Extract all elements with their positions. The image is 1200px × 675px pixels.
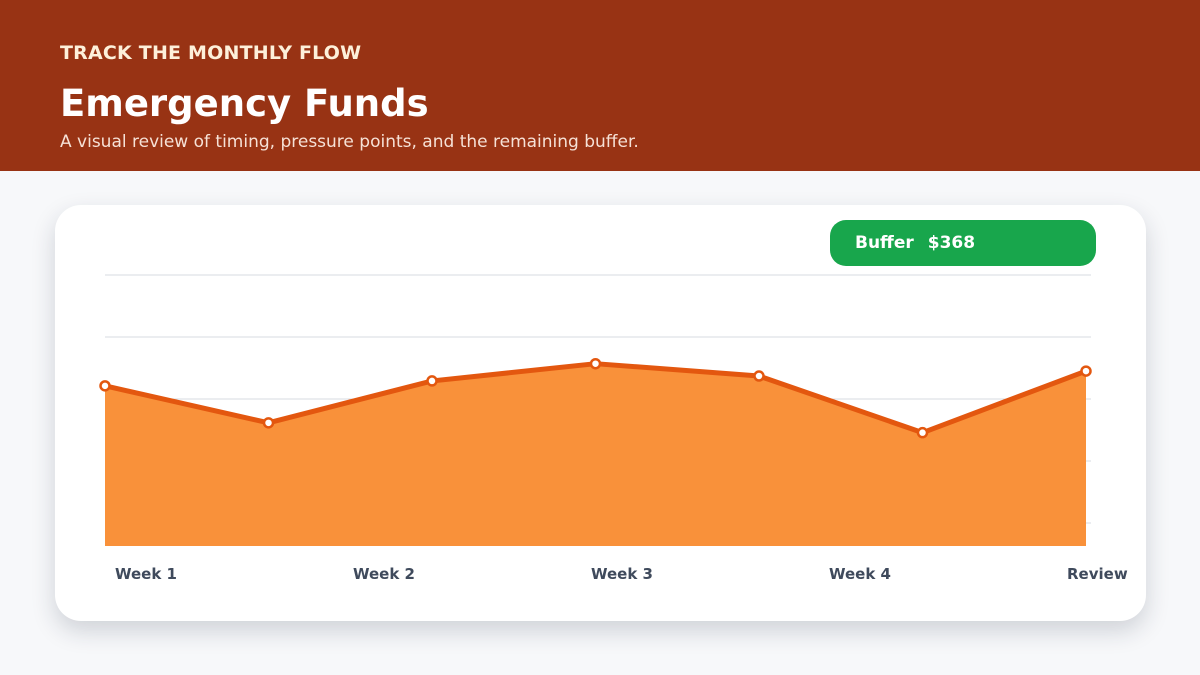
x-tick-label: Week 1 — [115, 565, 177, 583]
buffer-badge: Buffer $368 — [830, 220, 1096, 266]
data-point — [753, 370, 765, 382]
data-point — [589, 357, 602, 370]
area-fill — [105, 363, 1086, 546]
data-point — [1080, 365, 1092, 377]
buffer-value: $368 — [927, 233, 976, 253]
x-tick-label: Review — [1067, 565, 1128, 583]
data-point — [426, 375, 438, 387]
data-point — [916, 426, 929, 439]
header-banner: TRACK THE MONTHLY FLOW Emergency Funds A… — [0, 0, 1200, 171]
eyebrow-text: TRACK THE MONTHLY FLOW — [60, 42, 362, 64]
page-subtitle: A visual review of timing, pressure poin… — [60, 132, 639, 152]
x-tick-label: Week 4 — [829, 565, 891, 583]
x-tick-label: Week 3 — [591, 565, 653, 583]
x-tick-label: Week 2 — [353, 565, 415, 583]
data-point — [99, 380, 111, 392]
data-point — [262, 417, 275, 429]
buffer-label: Buffer — [855, 233, 914, 253]
page-title: Emergency Funds — [60, 82, 429, 125]
